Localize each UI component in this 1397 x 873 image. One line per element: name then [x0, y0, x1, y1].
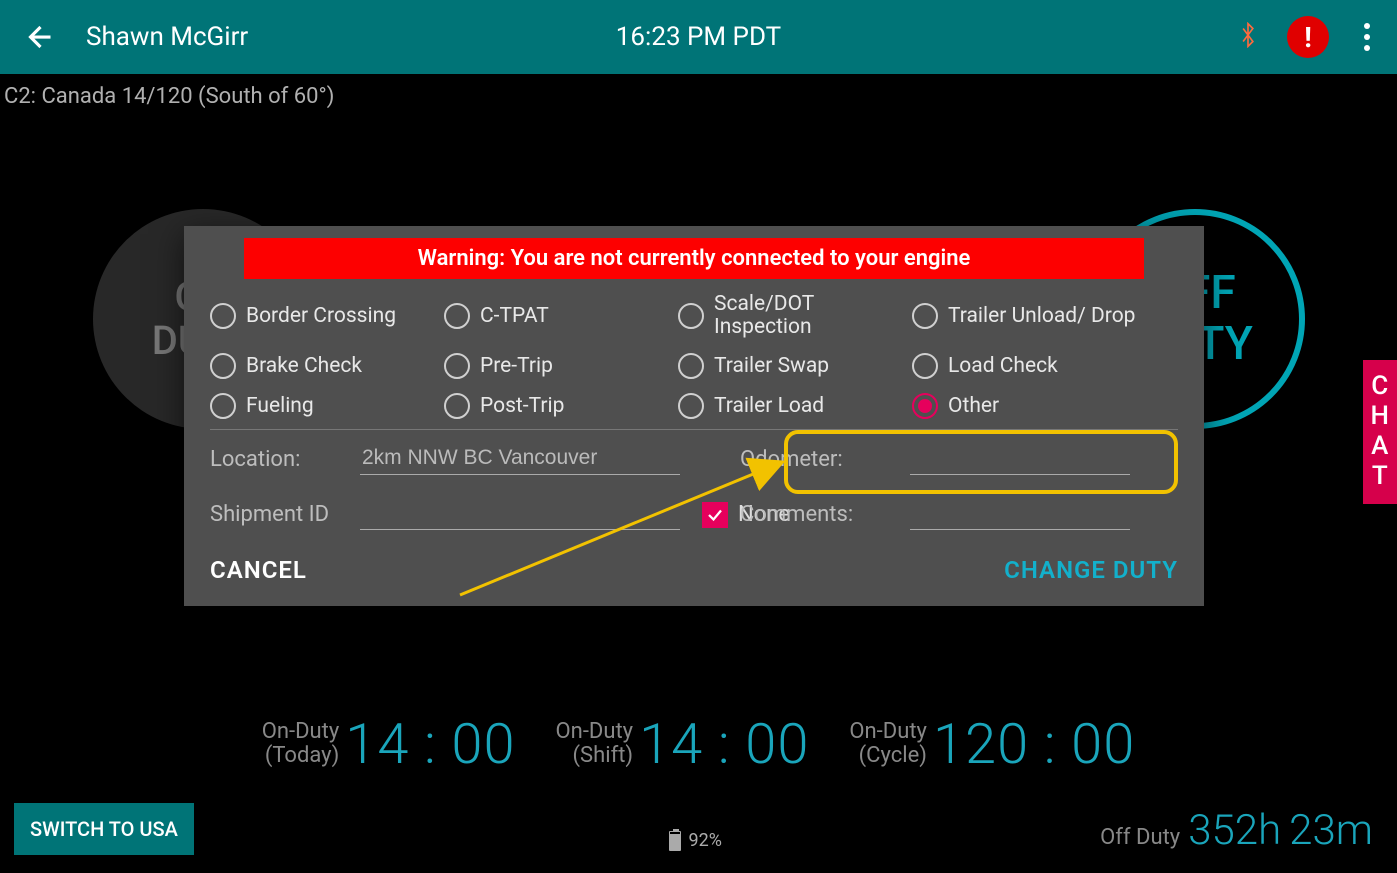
off-duty-counter: Off Duty 352h 23m [1100, 806, 1373, 855]
timer-value: 120 : 00 [933, 711, 1135, 777]
radio-pre-trip[interactable]: Pre-Trip [444, 353, 674, 379]
radio-label: C-TPAT [480, 305, 549, 328]
app-header: Shawn McGirr 16:23 PM PDT ! [0, 0, 1397, 74]
radio-label: Trailer Swap [714, 355, 829, 378]
timer-label: On-Duty [849, 720, 927, 744]
timer-sublabel: (Today) [262, 744, 340, 768]
radio-post-trip[interactable]: Post-Trip [444, 393, 674, 419]
radio-fueling[interactable]: Fueling [210, 393, 440, 419]
odometer-input[interactable] [910, 444, 1130, 475]
timers-row: On-Duty(Today) 14 : 00 On-Duty(Shift) 14… [0, 711, 1397, 777]
radio-icon [912, 393, 938, 419]
comments-label: Comments: [740, 502, 910, 527]
radio-label: Fueling [246, 395, 314, 418]
radio-icon [912, 353, 938, 379]
shipment-input[interactable] [360, 499, 680, 530]
comments-input[interactable] [910, 499, 1130, 530]
radio-icon [210, 393, 236, 419]
odometer-label: Odometer: [740, 447, 910, 472]
offduty-mins: 23m [1289, 806, 1373, 855]
switch-country-button[interactable]: SWITCH TO USA [14, 803, 194, 855]
radio-icon [444, 353, 470, 379]
radio-label: Other [948, 395, 999, 418]
timer-cycle: On-Duty(Cycle) 120 : 00 [849, 711, 1135, 777]
radio-icon [210, 353, 236, 379]
change-duty-button[interactable]: CHANGE DUTY [1004, 556, 1178, 584]
radio-other[interactable]: Other [912, 393, 1142, 419]
cycle-rule-text: C2: Canada 14/120 (South of 60°) [0, 74, 1397, 109]
duty-reason-radios: Border Crossing C-TPAT Scale/DOT Inspectio… [184, 279, 1204, 429]
radio-icon [912, 303, 938, 329]
radio-label: Post-Trip [480, 395, 564, 418]
timer-label: On-Duty [262, 720, 340, 744]
radio-label: Border Crossing [246, 305, 396, 328]
radio-icon [678, 353, 704, 379]
radio-label: Trailer Load [714, 395, 824, 418]
radio-label: Pre-Trip [480, 355, 553, 378]
radio-trailer-unload-drop[interactable]: Trailer Unload/ Drop [912, 293, 1142, 339]
battery-indicator: 92% [669, 830, 722, 851]
radio-icon [678, 393, 704, 419]
battery-icon [669, 831, 681, 851]
radio-icon [678, 303, 704, 329]
radio-c-tpat[interactable]: C-TPAT [444, 293, 674, 339]
timer-sublabel: (Shift) [556, 744, 634, 768]
timer-value: 14 : 00 [345, 711, 515, 777]
radio-border-crossing[interactable]: Border Crossing [210, 293, 440, 339]
alert-icon[interactable]: ! [1287, 16, 1329, 58]
timer-shift: On-Duty(Shift) 14 : 00 [556, 711, 810, 777]
offduty-hours: 352h [1188, 806, 1281, 855]
engine-warning-banner: Warning: You are not currently connected… [244, 238, 1144, 279]
driver-name: Shawn McGirr [86, 22, 248, 52]
radio-brake-check[interactable]: Brake Check [210, 353, 440, 379]
clock: 16:23 PM PDT [616, 22, 781, 52]
radio-icon [210, 303, 236, 329]
change-duty-modal: Warning: You are not currently connected… [184, 226, 1204, 606]
overflow-menu-icon[interactable] [1357, 23, 1377, 51]
cancel-button[interactable]: CANCEL [210, 556, 307, 584]
radio-trailer-load[interactable]: Trailer Load [678, 393, 908, 419]
chat-tab[interactable]: CHAT [1363, 360, 1397, 504]
radio-label: Brake Check [246, 355, 362, 378]
timer-value: 14 : 00 [639, 711, 809, 777]
location-input[interactable] [360, 444, 680, 475]
location-label: Location: [210, 447, 360, 472]
timer-label: On-Duty [556, 720, 634, 744]
radio-scale-dot-inspection[interactable]: Scale/DOT Inspection [678, 293, 908, 339]
radio-trailer-swap[interactable]: Trailer Swap [678, 353, 908, 379]
timer-today: On-Duty(Today) 14 : 00 [262, 711, 516, 777]
back-button[interactable] [20, 19, 56, 55]
radio-load-check[interactable]: Load Check [912, 353, 1142, 379]
bluetooth-icon[interactable] [1237, 22, 1259, 52]
radio-label: Load Check [948, 355, 1058, 378]
offduty-label: Off Duty [1100, 825, 1180, 850]
timer-sublabel: (Cycle) [849, 744, 927, 768]
radio-label: Trailer Unload/ Drop [948, 305, 1135, 328]
battery-percent: 92% [689, 830, 722, 851]
radio-label: Scale/DOT Inspection [714, 293, 908, 339]
radio-icon [444, 393, 470, 419]
alert-glyph: ! [1304, 21, 1312, 54]
radio-icon [444, 303, 470, 329]
none-checkbox[interactable] [702, 502, 728, 528]
shipment-label: Shipment ID [210, 502, 360, 527]
